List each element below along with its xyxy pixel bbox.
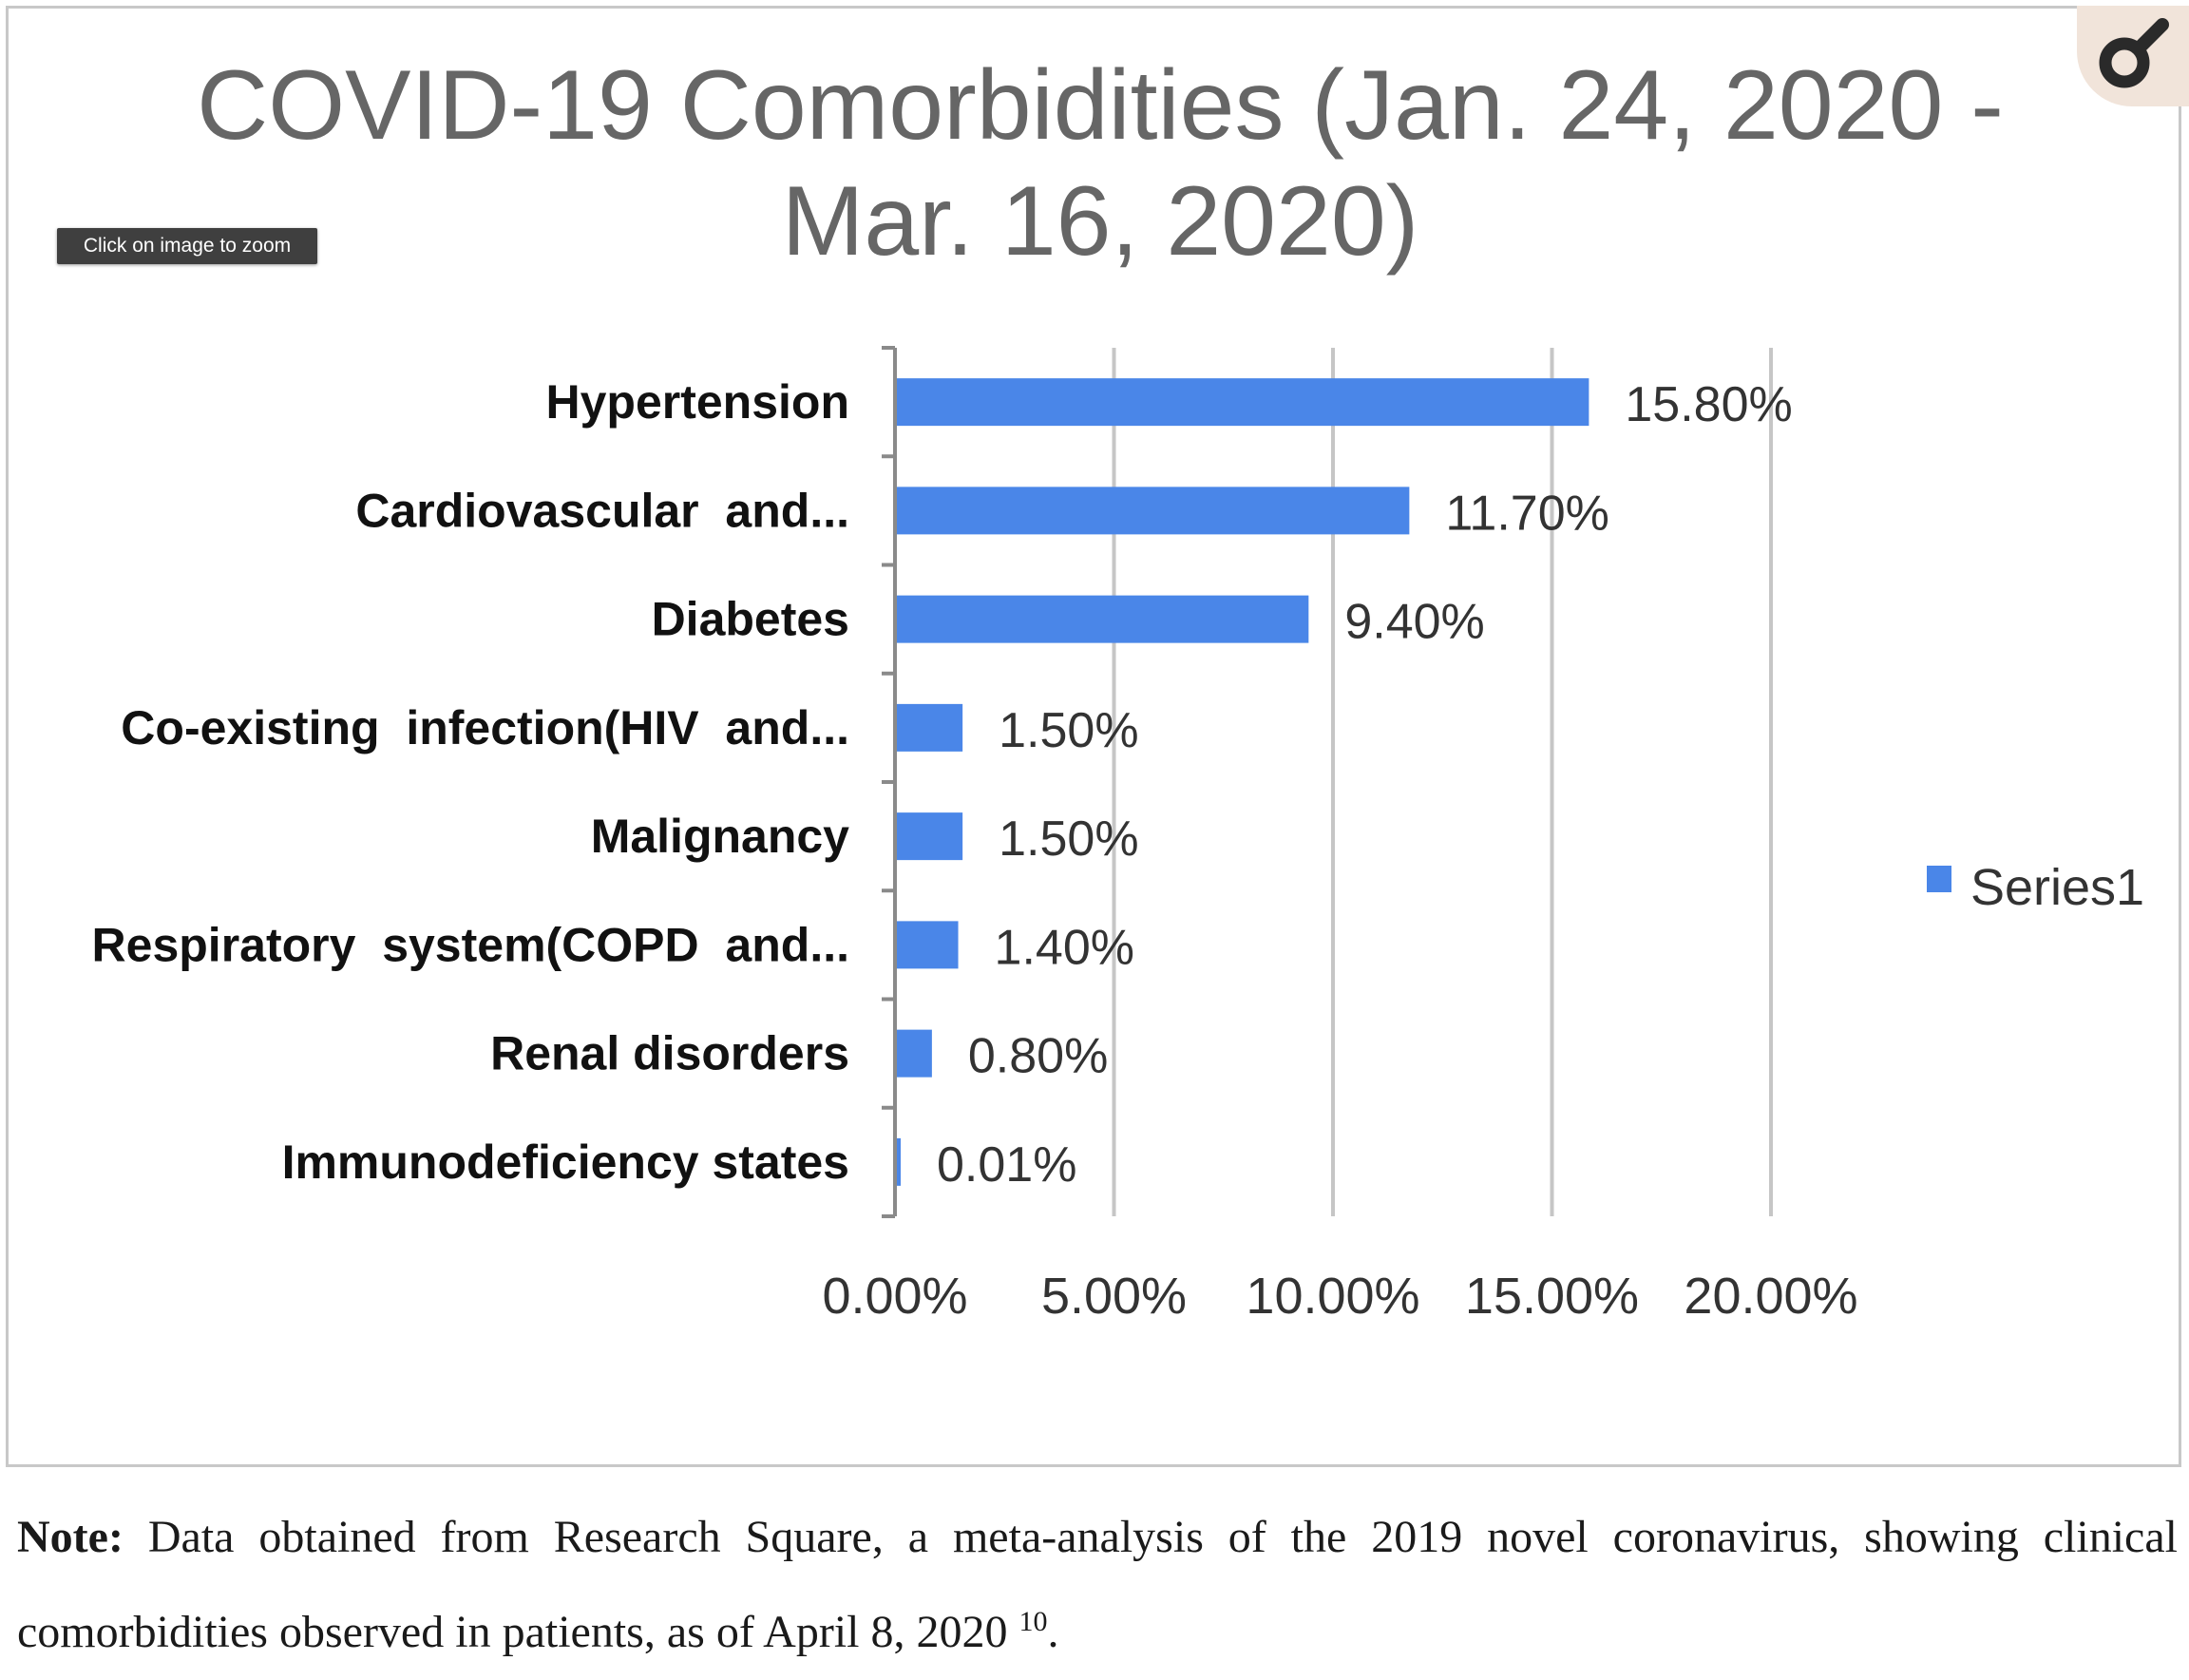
data-label: 0.01%: [937, 1137, 1076, 1193]
category-label: Co-existing infection(HIV and...: [121, 701, 849, 754]
bar: [897, 378, 1589, 426]
bar: [897, 1138, 901, 1186]
y-axis: [882, 348, 895, 1216]
category-label: Hypertension: [545, 375, 849, 429]
category-label: Respiratory system(COPD and...: [92, 918, 849, 971]
zoom-button[interactable]: [2077, 6, 2189, 106]
bar: [897, 596, 1308, 643]
x-axis-tick-labels: 0.00% 5.00% 10.00% 15.00% 20.00%: [822, 1268, 1857, 1325]
category-label: Cardiovascular and...: [355, 484, 849, 537]
data-label: 1.50%: [999, 811, 1138, 867]
data-label: 15.80%: [1625, 377, 1792, 432]
bar: [897, 704, 962, 752]
chart-title-line: COVID-19 Comorbidities (Jan. 24, 2020 -: [197, 50, 2004, 161]
category-label: Immunodeficiency states: [282, 1136, 849, 1189]
note-text: Data obtained from Research Square, a me…: [17, 1512, 2178, 1657]
bar: [897, 1030, 932, 1078]
chart-title-line: Mar. 16, 2020): [782, 166, 1419, 277]
category-labels: Hypertension Cardiovascular and... Diabete…: [92, 375, 850, 1189]
x-tick-label: 0.00%: [822, 1268, 967, 1325]
x-tick-label: 10.00%: [1246, 1268, 1419, 1325]
x-tick-label: 15.00%: [1465, 1268, 1639, 1325]
category-label: Renal disorders: [490, 1027, 849, 1080]
bar: [897, 921, 959, 968]
magnifier-icon: [2088, 8, 2183, 103]
zoom-tooltip: Click on image to zoom: [57, 228, 317, 264]
bar-chart: COVID-19 Comorbidities (Jan. 24, 2020 -M…: [0, 0, 2189, 1482]
data-label: 9.40%: [1344, 595, 1484, 650]
category-label: Diabetes: [652, 593, 849, 646]
chart-title: COVID-19 Comorbidities (Jan. 24, 2020 -M…: [197, 50, 2004, 277]
data-label: 11.70%: [1445, 486, 1609, 541]
note-reference: 10: [1019, 1606, 1048, 1637]
data-label: 0.80%: [968, 1029, 1108, 1084]
figure-note: Note: Data obtained from Research Square…: [17, 1490, 2178, 1680]
note-label: Note:: [17, 1512, 124, 1562]
note-end: .: [1048, 1607, 1059, 1657]
legend: Series1: [1927, 859, 2144, 916]
legend-swatch: [1927, 866, 1951, 892]
category-label: Malignancy: [591, 810, 849, 863]
chart-gridlines: [1114, 348, 1772, 1216]
x-tick-label: 5.00%: [1041, 1268, 1187, 1325]
bar: [897, 812, 962, 860]
bar: [897, 487, 1409, 534]
x-tick-label: 20.00%: [1684, 1268, 1857, 1325]
data-label: 1.40%: [995, 920, 1134, 975]
legend-label: Series1: [1970, 859, 2144, 916]
data-label: 1.50%: [999, 703, 1138, 758]
